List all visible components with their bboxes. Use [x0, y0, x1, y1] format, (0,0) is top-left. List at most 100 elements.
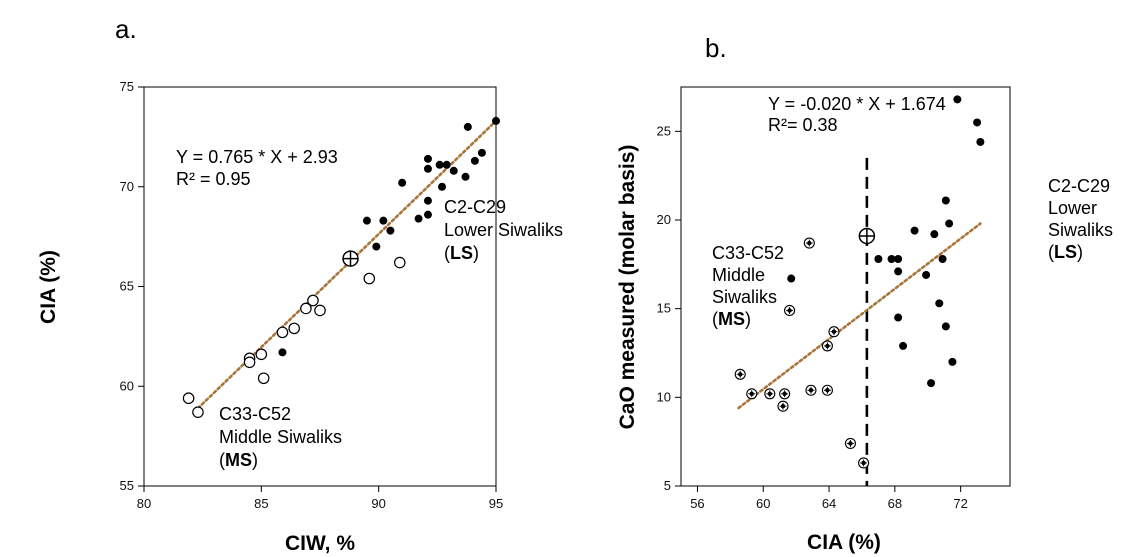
data-point [803, 237, 815, 249]
data-point [362, 216, 371, 225]
data-point-cross [781, 390, 789, 398]
group-label-line-run: ) [745, 309, 751, 329]
data-point-cross [343, 251, 359, 267]
data-point [828, 326, 840, 338]
data-point [379, 216, 388, 225]
group-label-line-run: MS [718, 309, 745, 329]
y-tick-label: 70 [120, 179, 134, 194]
data-point [372, 242, 381, 251]
group-label-line: C33-C52 [219, 404, 291, 424]
x-axis-title: CIW, % [285, 532, 355, 555]
data-point [858, 227, 876, 245]
group-label-line-run: MS [225, 450, 252, 470]
data-point [314, 304, 326, 317]
data-point [288, 322, 300, 335]
group-label-line-run: C33-C52 [219, 404, 291, 424]
x-tick-label: 95 [489, 496, 503, 511]
data-point-cross [830, 328, 838, 336]
data-point [948, 357, 957, 366]
x-axis-title: CIA (%) [807, 531, 881, 554]
data-point [899, 341, 908, 350]
data-point [423, 196, 432, 205]
plot-frame [680, 86, 1011, 487]
group-label-line: C2-C29 [1048, 176, 1110, 196]
data-point [787, 274, 796, 283]
data-point [779, 388, 791, 400]
data-point [257, 372, 270, 385]
data-point [470, 156, 479, 165]
data-point [449, 166, 458, 175]
x-tick-label: 68 [888, 496, 902, 511]
data-point [887, 255, 896, 264]
data-point [423, 164, 432, 173]
data-point [192, 406, 204, 418]
data-point [438, 182, 447, 191]
data-point-cross [805, 239, 813, 247]
data-point-cross [748, 390, 756, 398]
group-label-line: Middle Siwaliks [219, 427, 342, 447]
data-point [784, 304, 796, 316]
group-label-line-run: Middle [712, 265, 765, 285]
data-point [941, 196, 950, 205]
data-point [927, 379, 936, 388]
data-point [945, 219, 954, 228]
group-label-line-run: ( [1048, 242, 1054, 262]
group-label-line-run: C33-C52 [712, 243, 784, 263]
data-point-cross [823, 342, 831, 350]
group-label-line-run: ( [219, 450, 225, 470]
data-point [821, 340, 833, 352]
y-tick-label: 55 [120, 478, 134, 493]
data-point [393, 256, 406, 269]
regression-equation: Y = 0.765 * X + 2.93 [176, 147, 338, 167]
group-label-line-run: Siwaliks [712, 287, 777, 307]
regression-equation: R² = 0.95 [176, 169, 251, 189]
data-point [976, 137, 985, 146]
data-point [930, 230, 939, 239]
data-point [435, 160, 444, 169]
group-label-line: (LS) [1048, 242, 1083, 262]
data-point [300, 302, 312, 315]
group-label-line-run: Lower Siwaliks [444, 220, 563, 240]
data-point [910, 226, 919, 235]
data-point [953, 95, 962, 104]
data-point [243, 356, 256, 369]
group-label-line-run: ( [444, 243, 450, 263]
group-label-line: Siwaliks [1048, 220, 1113, 240]
x-tick-label: 80 [137, 496, 151, 511]
data-point-cross [807, 386, 815, 394]
group-label-line-run: ) [252, 450, 258, 470]
data-point-cross [860, 459, 868, 467]
panel-label: a. [115, 14, 137, 44]
data-point [973, 118, 982, 127]
data-point [874, 255, 883, 264]
group-label-line: Lower Siwaliks [444, 220, 563, 240]
x-tick-label: 56 [690, 496, 704, 511]
group-label-line-run: Middle Siwaliks [219, 427, 342, 447]
data-point [386, 226, 395, 235]
group-label-line-run: ) [473, 243, 479, 263]
data-point [821, 384, 833, 396]
data-point [276, 326, 289, 339]
group-label-line: (MS) [712, 309, 751, 329]
x-tick-label: 72 [953, 496, 967, 511]
y-tick-label: 60 [120, 378, 134, 393]
data-point [461, 172, 470, 181]
x-tick-label: 90 [371, 496, 385, 511]
x-tick-label: 60 [756, 496, 770, 511]
data-point [922, 270, 931, 279]
data-point-cross [859, 228, 875, 244]
data-point [894, 267, 903, 276]
regression-equation: R²= 0.38 [768, 115, 838, 135]
data-point [764, 388, 776, 400]
data-point [935, 299, 944, 308]
data-point [805, 384, 817, 396]
group-label-line: (MS) [219, 450, 258, 470]
group-label-line-run: LS [450, 243, 473, 263]
y-tick-label: 25 [657, 123, 671, 138]
data-point [442, 160, 451, 169]
group-label-line-run: C2-C29 [444, 197, 506, 217]
group-label-line: (LS) [444, 243, 479, 263]
data-point [363, 272, 376, 285]
group-label-line: Siwaliks [712, 287, 777, 307]
